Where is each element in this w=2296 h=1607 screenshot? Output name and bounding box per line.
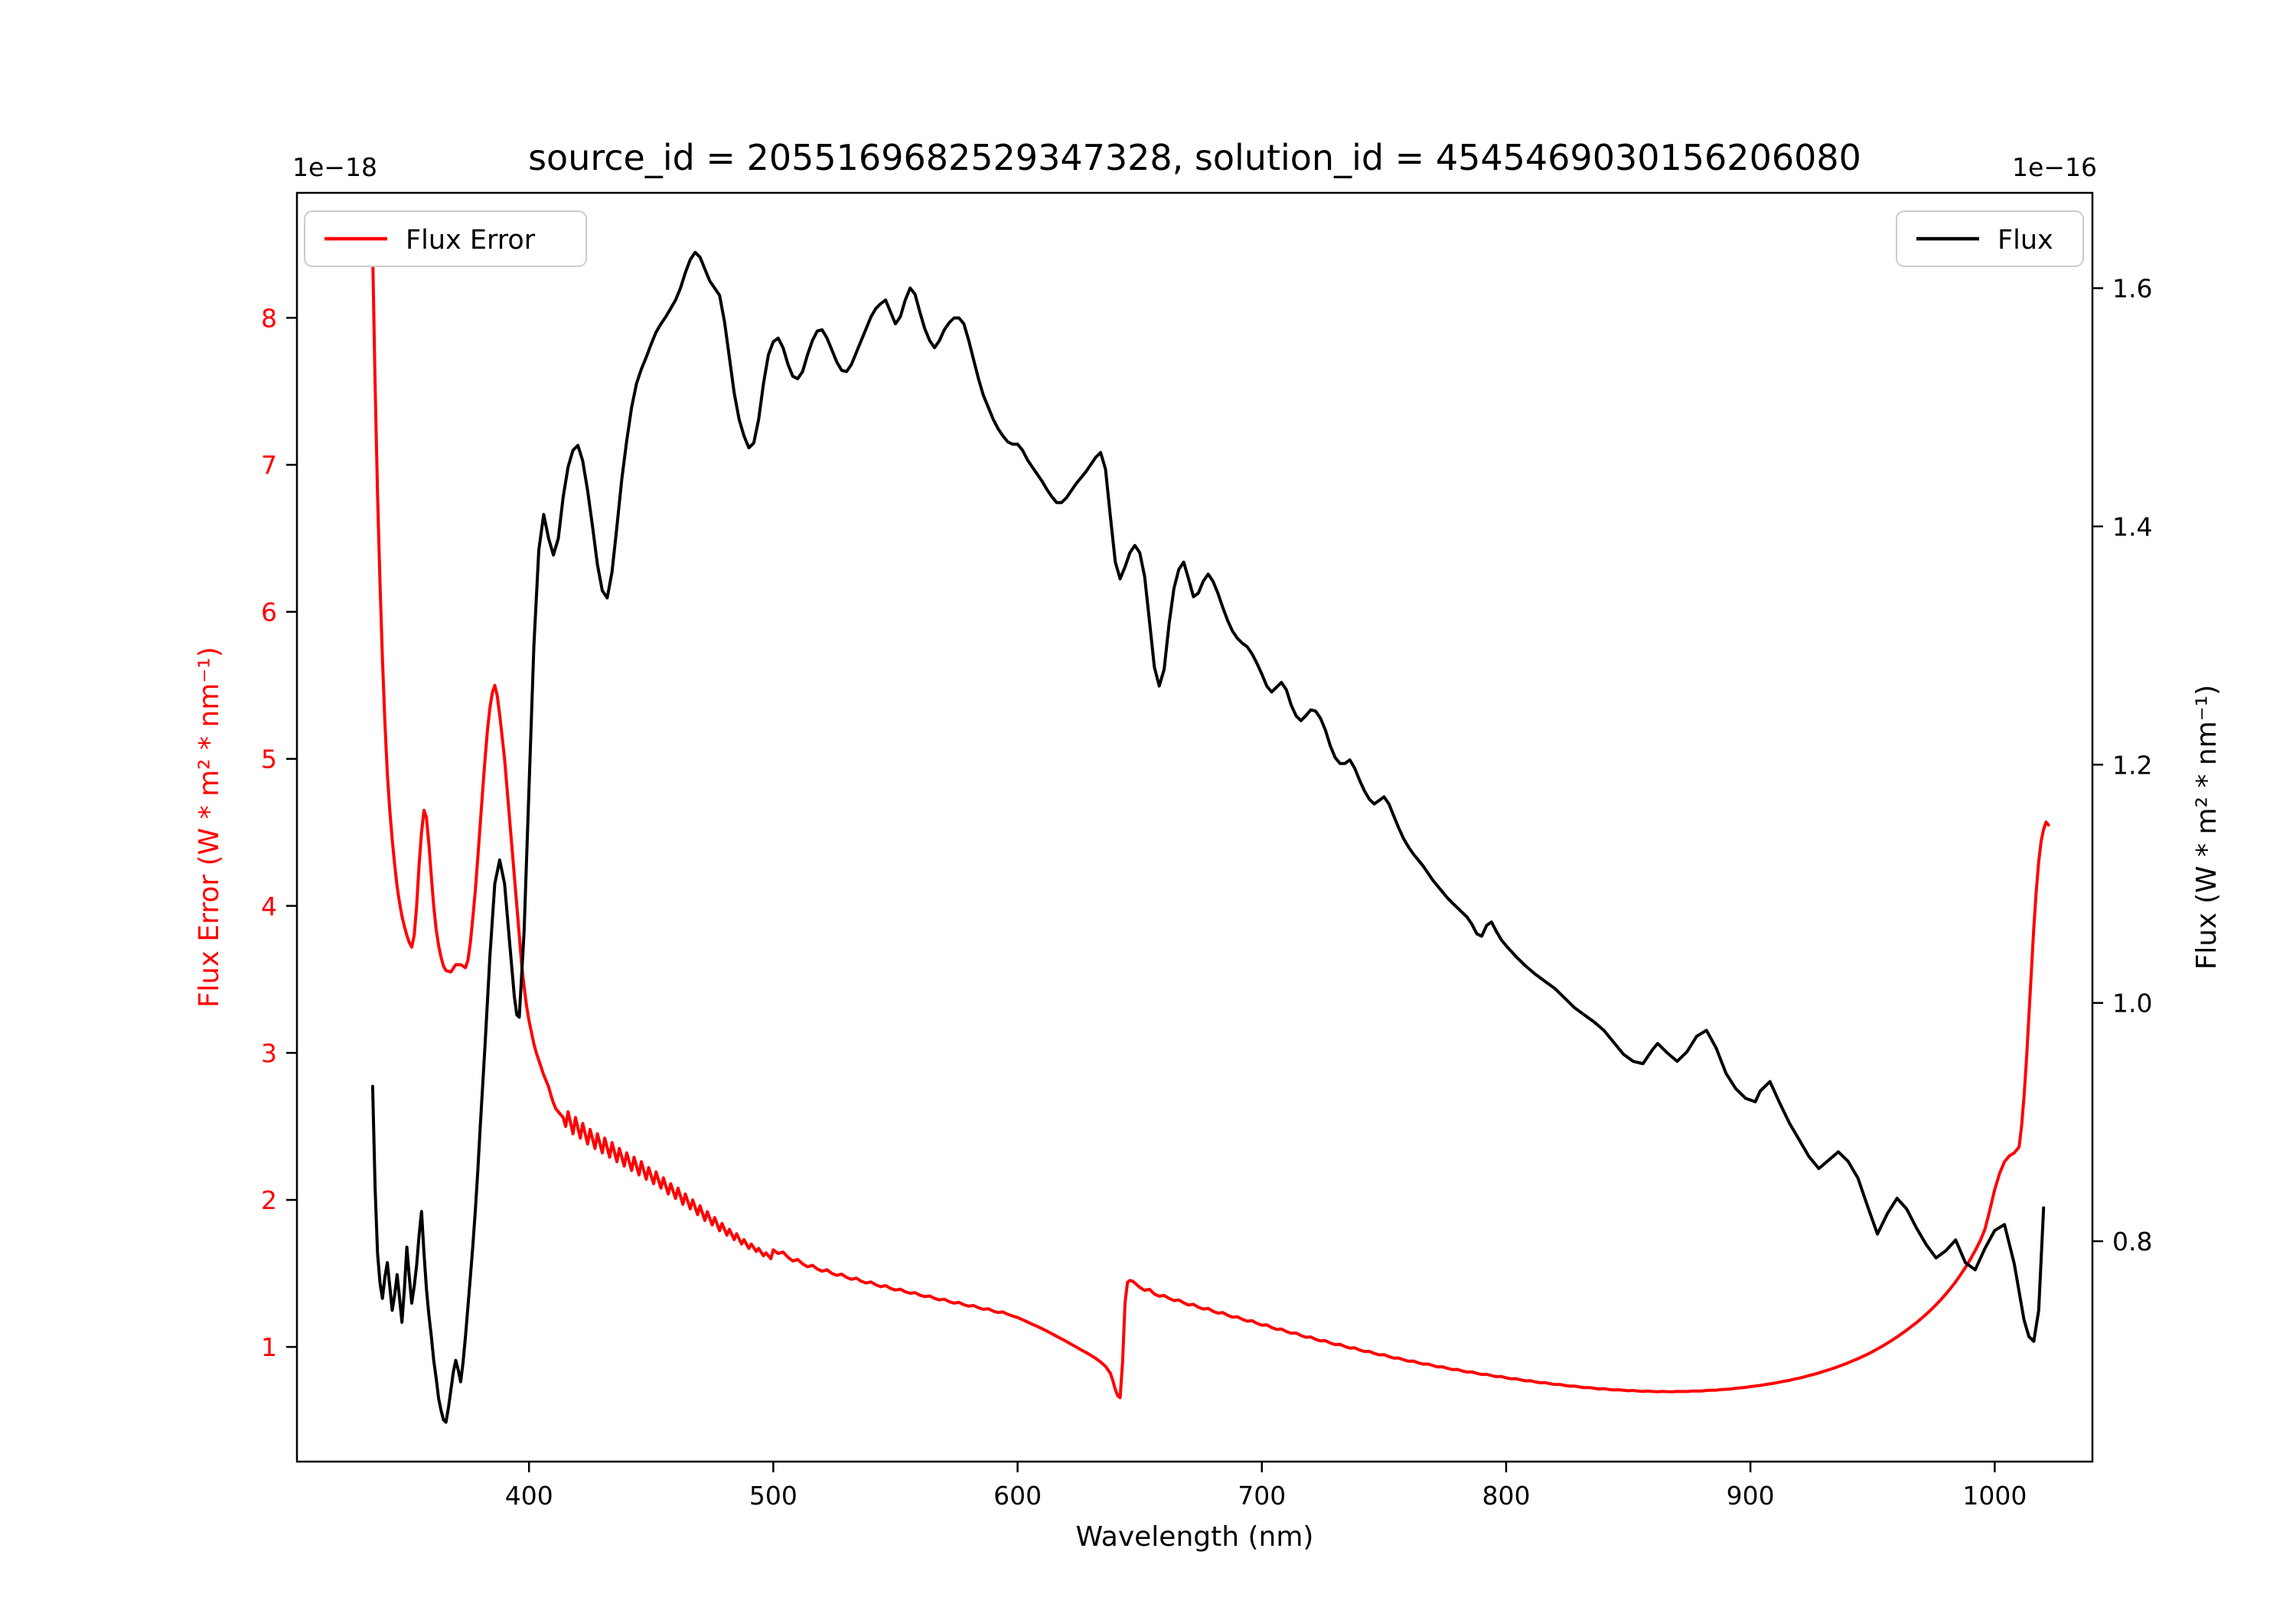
left-y-tick-label: 8 [261, 303, 277, 333]
plot-area-border [295, 191, 2094, 1463]
left-y-tick-label: 6 [261, 598, 277, 627]
right-axis-offset-text: 1e−16 [2012, 152, 2097, 182]
left-y-tick-label: 4 [261, 892, 277, 921]
x-tick-label: 500 [749, 1481, 797, 1511]
legend-flux: Flux [1896, 210, 2084, 267]
right-y-tick-label: 1.0 [2112, 989, 2152, 1019]
left-y-tick-label: 1 [261, 1332, 277, 1362]
x-tick-label: 900 [1727, 1481, 1775, 1511]
x-tick-label: 800 [1482, 1481, 1530, 1511]
right-y-tick-label: 1.4 [2112, 512, 2152, 542]
x-axis-label: Wavelength (nm) [1076, 1521, 1314, 1553]
plot-title: source_id = 2055169682529347328, solutio… [528, 137, 1861, 178]
right-y-axis-label: Flux (W * m² * nm⁻¹) [2191, 685, 2223, 970]
x-tick-label: 700 [1238, 1481, 1286, 1511]
left-y-tick-label: 2 [261, 1185, 277, 1215]
legend-flux-error: Flux Error [304, 210, 587, 267]
flux-legend-label: Flux [1998, 225, 2053, 256]
left-y-tick-label: 5 [261, 745, 277, 774]
left-y-axis-label: Flux Error (W * m² * nm⁻¹) [194, 647, 225, 1008]
flux-error-legend-box [304, 210, 587, 267]
left-axis-offset-text: 1e−18 [292, 152, 377, 182]
left-y-tick-label: 7 [261, 450, 277, 480]
flux-line [370, 250, 2046, 1424]
flux-legend-box [1896, 210, 2084, 267]
x-tick-label: 1000 [1962, 1481, 2027, 1511]
left-y-tick-label: 3 [261, 1038, 277, 1068]
x-tick-label: 600 [993, 1481, 1042, 1511]
right-y-tick-label: 1.2 [2112, 750, 2152, 780]
flux-error-legend-label: Flux Error [406, 225, 536, 256]
data-series [370, 249, 2050, 1424]
x-tick-label: 400 [505, 1481, 553, 1511]
right-y-tick-label: 0.8 [2112, 1227, 2152, 1257]
right-y-tick-label: 1.6 [2112, 274, 2152, 304]
axis-ticks: 400 500 600 700 800 900 1000 1 2 3 4 5 6 7 8 0.8 1.0 1.2 1… [261, 274, 2152, 1511]
flux-error-line [370, 249, 2050, 1400]
